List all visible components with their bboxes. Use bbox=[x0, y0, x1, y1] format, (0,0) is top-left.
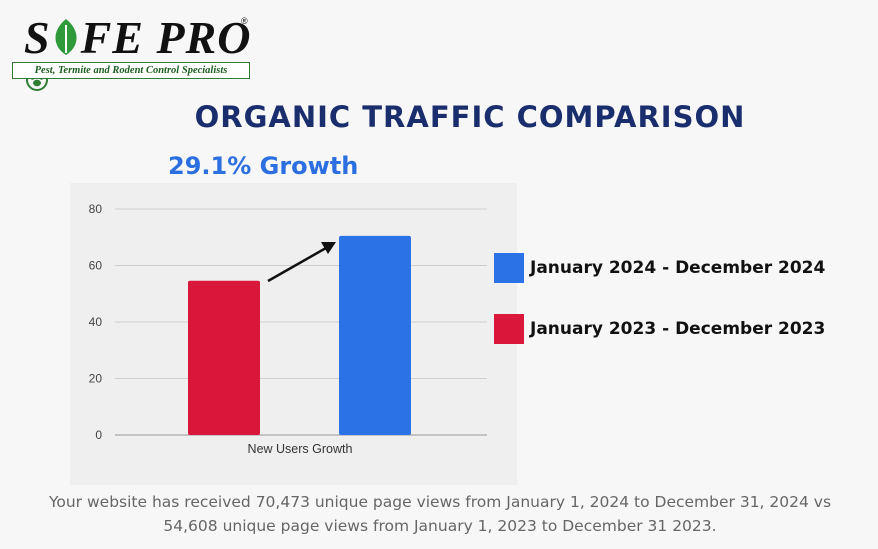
legend-swatch-2023 bbox=[494, 314, 524, 344]
legend-label-2023: January 2023 - December 2023 bbox=[530, 319, 826, 339]
growth-arrow-head bbox=[321, 242, 336, 254]
x-category-label: New Users Growth bbox=[248, 442, 353, 456]
growth-arrow-shaft bbox=[267, 246, 327, 283]
logo-letter-s: S bbox=[24, 12, 51, 63]
y-tick-labels: 0 20 40 60 80 bbox=[89, 202, 103, 442]
registered-mark: ® bbox=[241, 16, 248, 26]
y-tick-label: 40 bbox=[89, 315, 103, 329]
legend-swatch-2024 bbox=[494, 253, 524, 283]
brand-logo: S FE PRO ® Pest, Termite and Rodent Contr… bbox=[10, 12, 252, 91]
bar-chart: 0 20 40 60 80 New Users Growth bbox=[89, 202, 487, 456]
legend-item-2024: January 2024 - December 2024 bbox=[494, 253, 825, 283]
bar-series-1 bbox=[339, 235, 411, 435]
chart-grid bbox=[115, 208, 487, 436]
y-tick-label: 60 bbox=[89, 259, 103, 273]
summary-line-1: Your website has received 70,473 unique … bbox=[48, 493, 832, 511]
growth-label: 29.1% Growth bbox=[168, 152, 359, 180]
logo-tagline: Pest, Termite and Rodent Control Special… bbox=[12, 62, 250, 79]
summary-line-2: 54,608 unique page views from January 1,… bbox=[163, 517, 717, 535]
logo-letters-fe-pro: FE PRO bbox=[80, 12, 252, 63]
chart-bars bbox=[188, 235, 411, 435]
bar-series-0 bbox=[188, 280, 260, 435]
page-title: ORGANIC TRAFFIC COMPARISON bbox=[194, 100, 746, 134]
growth-arrow bbox=[267, 242, 336, 283]
logo-wordmark: S FE PRO bbox=[24, 12, 252, 116]
leaf-icon bbox=[55, 19, 77, 55]
y-tick-label: 0 bbox=[95, 428, 102, 442]
legend-label-2024: January 2024 - December 2024 bbox=[530, 258, 826, 278]
legend-item-2023: January 2023 - December 2023 bbox=[494, 314, 825, 344]
y-tick-label: 80 bbox=[89, 202, 103, 216]
summary-text: Your website has received 70,473 unique … bbox=[20, 490, 860, 538]
x-tick-labels: New Users Growth bbox=[248, 442, 353, 456]
y-tick-label: 20 bbox=[89, 372, 103, 386]
